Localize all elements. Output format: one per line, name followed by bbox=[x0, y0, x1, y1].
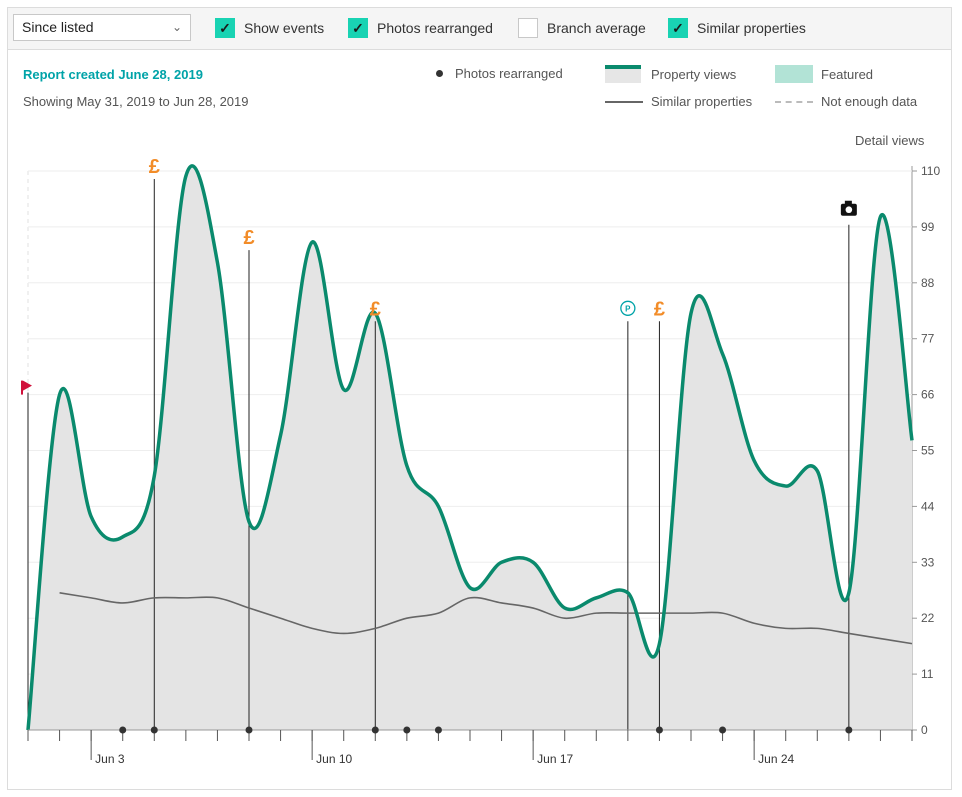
similar-properties-label: Similar properties bbox=[697, 20, 806, 36]
photos-rearranged-dot bbox=[371, 726, 379, 734]
property-views-line bbox=[26, 164, 914, 731]
views-chart: 0 11 22 33 44 55 66 77 88 99 110 £ £ £ P £ Jun 3 Jun 10 Ju… bbox=[21, 156, 940, 766]
photos-rearranged-dot bbox=[719, 726, 727, 734]
filter-toolbar: Since listed ⌄ ✓ Show events ✓ Photos re… bbox=[8, 8, 951, 50]
chevron-down-icon: ⌄ bbox=[171, 20, 182, 34]
promotion-icon bbox=[620, 300, 636, 316]
photos-rearranged-label: Photos rearranged bbox=[377, 20, 493, 36]
similar-swatch bbox=[605, 100, 643, 103]
x-tick-label: Jun 24 bbox=[758, 752, 794, 766]
price-change-icon: £ bbox=[243, 227, 254, 249]
check-icon: ✓ bbox=[348, 18, 368, 38]
x-tick-label: Jun 3 bbox=[95, 752, 125, 766]
property-views-area bbox=[28, 165, 912, 731]
price-change-icon: £ bbox=[654, 298, 665, 320]
photos-rearranged-dot bbox=[434, 726, 442, 734]
x-tick-label: Jun 17 bbox=[537, 752, 573, 766]
flag-icon-pole bbox=[21, 380, 23, 395]
x-tick-label: Jun 10 bbox=[316, 752, 352, 766]
y-tick-label: 22 bbox=[921, 611, 935, 625]
dashed-swatch bbox=[775, 100, 813, 103]
legend-not-enough-label: Not enough data bbox=[821, 94, 918, 109]
price-change-icon: £ bbox=[149, 156, 160, 178]
period-select[interactable]: Since listed ⌄ bbox=[13, 14, 191, 41]
report-created-date: Report created June 28, 2019 bbox=[23, 67, 203, 82]
camera-icon-top bbox=[844, 200, 852, 205]
branch-average-label: Branch average bbox=[547, 20, 646, 36]
photos-rearranged-dot bbox=[245, 726, 253, 734]
legend-property-views-label: Property views bbox=[651, 66, 737, 82]
y-tick-label: 66 bbox=[921, 388, 935, 402]
similar-properties-line bbox=[59, 592, 913, 645]
y-tick-label: 55 bbox=[921, 444, 935, 458]
branch-average-checkbox[interactable]: Branch average bbox=[518, 17, 646, 39]
y-tick-label: 110 bbox=[921, 164, 940, 178]
legend-similar-label: Similar properties bbox=[651, 94, 753, 109]
y-tick-label: 33 bbox=[921, 555, 935, 569]
y-tick-label: 99 bbox=[921, 220, 935, 234]
legend-photos: Photos rearranged bbox=[436, 66, 563, 81]
y-tick-label: 11 bbox=[921, 667, 934, 681]
check-icon: ✓ bbox=[668, 18, 688, 38]
dot-icon bbox=[436, 70, 443, 77]
photos-rearranged-dot bbox=[655, 726, 663, 734]
flag-icon bbox=[23, 380, 32, 391]
legend-photos-label: Photos rearranged bbox=[455, 66, 563, 81]
legend-property-views: Property views bbox=[605, 65, 736, 83]
y-tick-label: 0 bbox=[921, 723, 928, 737]
photos-rearranged-dot bbox=[845, 726, 853, 734]
legend-not-enough-data: Not enough data bbox=[775, 94, 917, 109]
show-events-label: Show events bbox=[244, 20, 325, 36]
price-change-icon: £ bbox=[370, 298, 381, 320]
featured-swatch bbox=[775, 65, 813, 83]
camera-icon-lens bbox=[845, 206, 853, 214]
photos-rearranged-dot bbox=[150, 726, 158, 734]
legend-featured-label: Featured bbox=[821, 66, 874, 82]
photos-rearranged-dot bbox=[119, 726, 127, 734]
period-select-value: Since listed bbox=[22, 19, 94, 35]
similar-properties-checkbox[interactable]: ✓ Similar properties bbox=[668, 17, 806, 39]
y-tick-label: 77 bbox=[921, 332, 935, 346]
promotion-icon-letter: P bbox=[625, 304, 631, 313]
y-tick-label: 44 bbox=[921, 499, 935, 513]
property-views-swatch bbox=[605, 65, 641, 83]
show-events-checkbox[interactable]: ✓ Show events bbox=[215, 17, 324, 39]
legend-featured: Featured bbox=[775, 65, 873, 83]
y-tick-label: 88 bbox=[921, 276, 935, 290]
checkbox-empty-icon bbox=[518, 18, 538, 38]
photos-rearranged-checkbox[interactable]: ✓ Photos rearranged bbox=[348, 17, 493, 39]
y-axis-title: Detail views bbox=[855, 133, 925, 148]
legend-similar: Similar properties bbox=[605, 94, 752, 109]
date-range: Showing May 31, 2019 to Jun 28, 2019 bbox=[23, 94, 249, 109]
report-panel: Since listed ⌄ ✓ Show events ✓ Photos re… bbox=[7, 7, 952, 790]
check-icon: ✓ bbox=[215, 18, 235, 38]
photos-rearranged-dot bbox=[403, 726, 411, 734]
